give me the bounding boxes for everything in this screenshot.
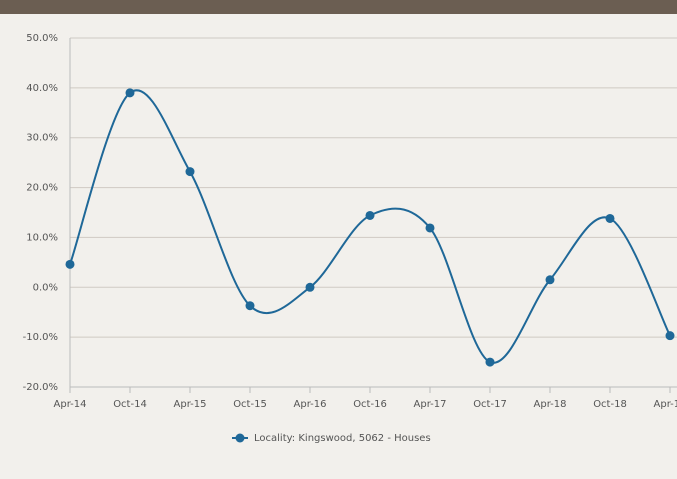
y-tick-label: 50.0% — [26, 33, 58, 44]
x-tick-label: Apr-15 — [174, 399, 207, 410]
x-tick-label: Oct-15 — [233, 399, 267, 410]
y-tick-label: 10.0% — [26, 232, 58, 243]
x-tick-label: Apr-17 — [414, 399, 447, 410]
data-point — [425, 223, 435, 233]
x-tick-label: Apr-16 — [294, 399, 327, 410]
data-point — [185, 167, 195, 177]
header-bar — [0, 0, 677, 14]
data-point — [245, 301, 255, 311]
data-point — [125, 88, 135, 98]
data-point — [605, 213, 615, 223]
data-point — [365, 210, 375, 220]
data-point — [65, 259, 75, 269]
legend-marker — [235, 433, 245, 443]
y-tick-label: 30.0% — [26, 133, 58, 144]
y-tick-label: -10.0% — [23, 332, 58, 343]
x-tick-label: Oct-16 — [353, 399, 387, 410]
data-point — [305, 282, 315, 292]
y-tick-label: 40.0% — [26, 83, 58, 94]
legend-label: Locality: Kingswood, 5062 - Houses — [254, 433, 431, 444]
x-tick-label: Apr-19 — [654, 399, 677, 410]
x-tick-label: Apr-14 — [54, 399, 87, 410]
y-tick-label: 20.0% — [26, 183, 58, 194]
x-tick-label: Oct-17 — [473, 399, 507, 410]
y-tick-label: -20.0% — [23, 382, 58, 393]
data-point — [545, 275, 555, 285]
data-point — [485, 357, 495, 367]
data-point — [665, 331, 675, 341]
y-tick-label: 0.0% — [33, 282, 58, 293]
x-tick-label: Apr-18 — [534, 399, 567, 410]
x-tick-label: Oct-14 — [113, 399, 147, 410]
x-tick-label: Oct-18 — [593, 399, 627, 410]
